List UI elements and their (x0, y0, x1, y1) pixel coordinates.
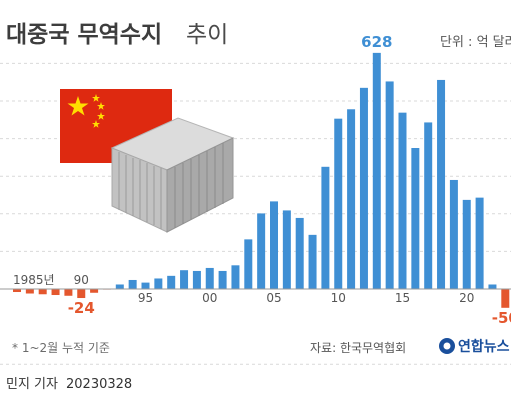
shipping-container-icon (110, 117, 235, 233)
bar-2007 (295, 217, 304, 289)
chart-subtitle: 추이 (186, 22, 228, 48)
bar-2021 (475, 197, 484, 289)
x-axis-tick-labels: 1985년 90 95 00 05 10 15 20 (13, 273, 474, 305)
data-label-2023: -50 (492, 309, 511, 327)
bar-2018 (437, 79, 446, 289)
bar-1994 (128, 279, 137, 289)
bar-1989 (64, 289, 73, 296)
x-tick-2015: 15 (395, 291, 410, 305)
bar-2020 (462, 199, 471, 289)
bar-2019 (449, 179, 458, 289)
bar-2005 (270, 201, 278, 289)
x-tick-1995: 95 (138, 291, 153, 305)
bar-1985 (13, 289, 21, 293)
bar-1990 (77, 289, 86, 299)
bar-2016 (411, 148, 420, 289)
x-tick-2010: 10 (331, 291, 346, 305)
bar-2009 (321, 166, 330, 289)
bar-2022 (488, 284, 497, 289)
bar-1987 (38, 289, 47, 295)
bar-2002 (231, 265, 240, 289)
bar-1991 (90, 289, 99, 293)
bar-2008 (308, 234, 317, 289)
bar-2013 (372, 52, 381, 289)
bar-2015 (398, 112, 407, 289)
bar-2003 (244, 239, 253, 289)
bar-2017 (424, 122, 433, 289)
bar-2012 (359, 87, 368, 289)
unit-label: 단위 : 억 달러 (440, 35, 511, 50)
bar-2001 (218, 270, 227, 289)
bar-2000 (205, 267, 214, 289)
x-tick-1985: 1985년 (13, 273, 55, 287)
bar-1996 (154, 278, 163, 289)
x-tick-2020: 20 (459, 291, 474, 305)
bar-1986 (25, 289, 34, 294)
data-labels: -24 628 -50 (68, 33, 511, 327)
chart-title: 대중국 무역수지 (6, 22, 162, 48)
bar-2004 (257, 213, 266, 289)
bar-2006 (282, 210, 291, 289)
yonhap-logo-icon (439, 338, 455, 354)
x-tick-2000: 00 (202, 291, 217, 305)
bar-series (13, 52, 510, 308)
logo-text: 연합뉴스 (458, 338, 510, 355)
bar-2023 (501, 289, 510, 308)
credit-date: 20230328 (66, 377, 132, 392)
data-label-2013: 628 (361, 33, 392, 51)
bar-1995 (141, 282, 150, 289)
bar-1993 (115, 284, 124, 289)
bar-1997 (167, 275, 176, 289)
source-label: 자료: 한국무역협회 (310, 341, 406, 355)
data-label-1990: -24 (68, 299, 95, 317)
bar-1998 (180, 270, 189, 289)
bar-1988 (51, 289, 60, 296)
bar-2014 (385, 81, 394, 289)
x-tick-2005: 05 (266, 291, 281, 305)
bar-2010 (334, 118, 343, 289)
author-credit: 민지 기자 (6, 377, 58, 392)
footnote: * 1~2월 누적 기준 (12, 341, 110, 355)
x-tick-1990: 90 (74, 273, 89, 287)
bar-2011 (347, 109, 356, 289)
bar-1999 (192, 270, 201, 289)
